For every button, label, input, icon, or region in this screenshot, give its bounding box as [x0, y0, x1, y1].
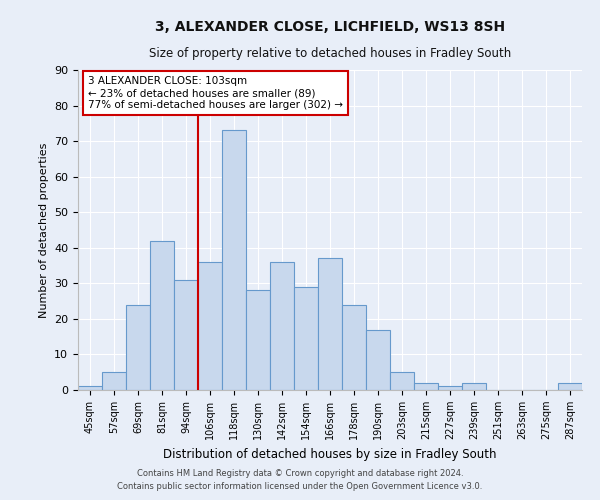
Text: 3 ALEXANDER CLOSE: 103sqm
← 23% of detached houses are smaller (89)
77% of semi-: 3 ALEXANDER CLOSE: 103sqm ← 23% of detac…	[88, 76, 343, 110]
Y-axis label: Number of detached properties: Number of detached properties	[38, 142, 49, 318]
Text: 3, ALEXANDER CLOSE, LICHFIELD, WS13 8SH: 3, ALEXANDER CLOSE, LICHFIELD, WS13 8SH	[155, 20, 505, 34]
Bar	[438, 386, 462, 390]
Bar	[294, 287, 318, 390]
Bar	[126, 304, 150, 390]
Bar	[558, 383, 582, 390]
X-axis label: Distribution of detached houses by size in Fradley South: Distribution of detached houses by size …	[163, 448, 497, 460]
Bar	[174, 280, 198, 390]
Text: Size of property relative to detached houses in Fradley South: Size of property relative to detached ho…	[149, 48, 511, 60]
Bar	[222, 130, 246, 390]
Bar	[414, 383, 438, 390]
Bar	[462, 383, 486, 390]
Bar	[270, 262, 294, 390]
Bar	[78, 386, 102, 390]
Bar	[342, 304, 366, 390]
Text: Contains public sector information licensed under the Open Government Licence v3: Contains public sector information licen…	[118, 482, 482, 491]
Bar	[390, 372, 414, 390]
Bar	[198, 262, 222, 390]
Text: Contains HM Land Registry data © Crown copyright and database right 2024.: Contains HM Land Registry data © Crown c…	[137, 468, 463, 477]
Bar	[318, 258, 342, 390]
Bar	[102, 372, 126, 390]
Bar	[366, 330, 390, 390]
Bar	[150, 240, 174, 390]
Bar	[246, 290, 270, 390]
